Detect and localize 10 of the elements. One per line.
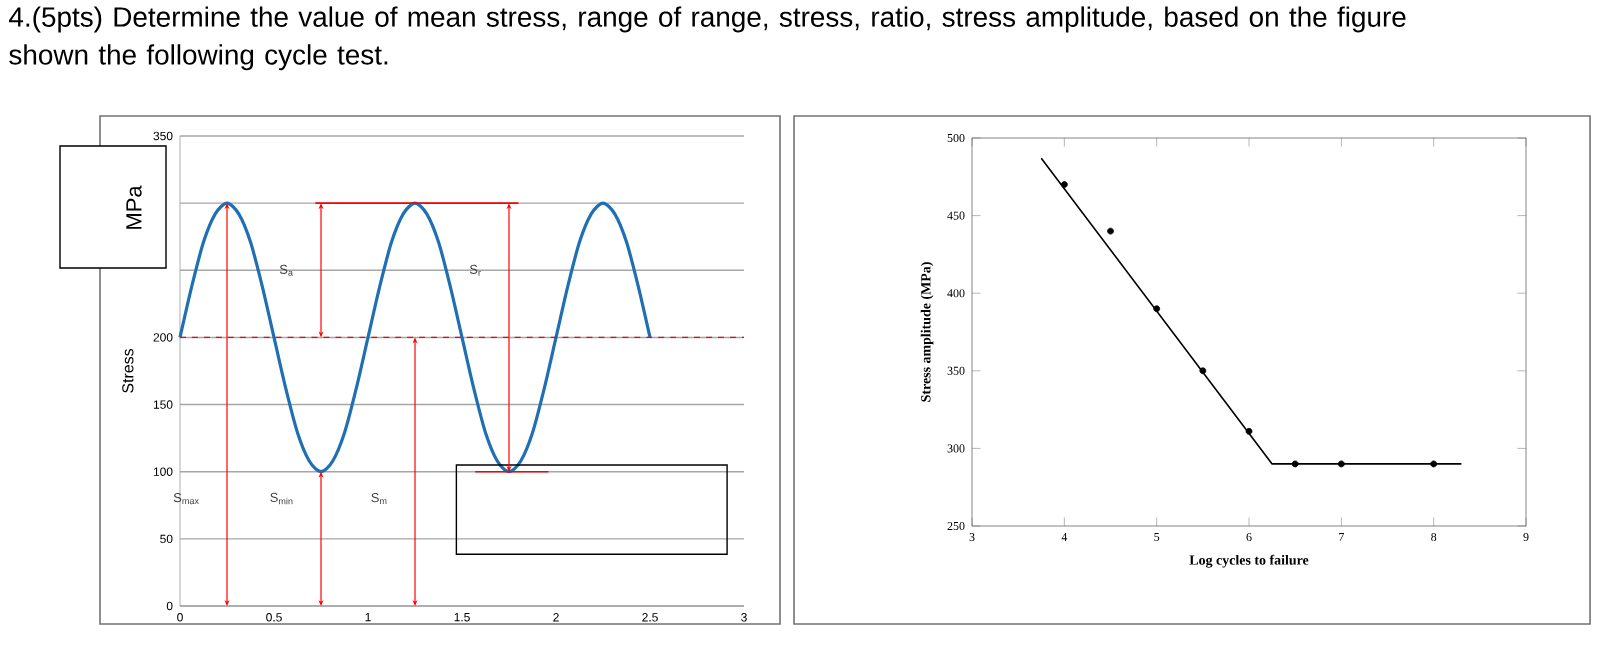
point	[1153, 305, 1161, 313]
point	[1060, 181, 1068, 188]
text: MPa	[126, 185, 142, 229]
point	[1199, 367, 1207, 375]
point	[1291, 460, 1299, 468]
point	[1430, 460, 1438, 468]
point	[1337, 460, 1345, 468]
point	[1107, 227, 1114, 235]
chart-title: 4.(5pts) Determine the value of mean stress, range of range, stress, ratio, stress amplitude, based on the figure shown the following cycle test.	[9, 6, 1406, 71]
point	[1245, 427, 1253, 435]
